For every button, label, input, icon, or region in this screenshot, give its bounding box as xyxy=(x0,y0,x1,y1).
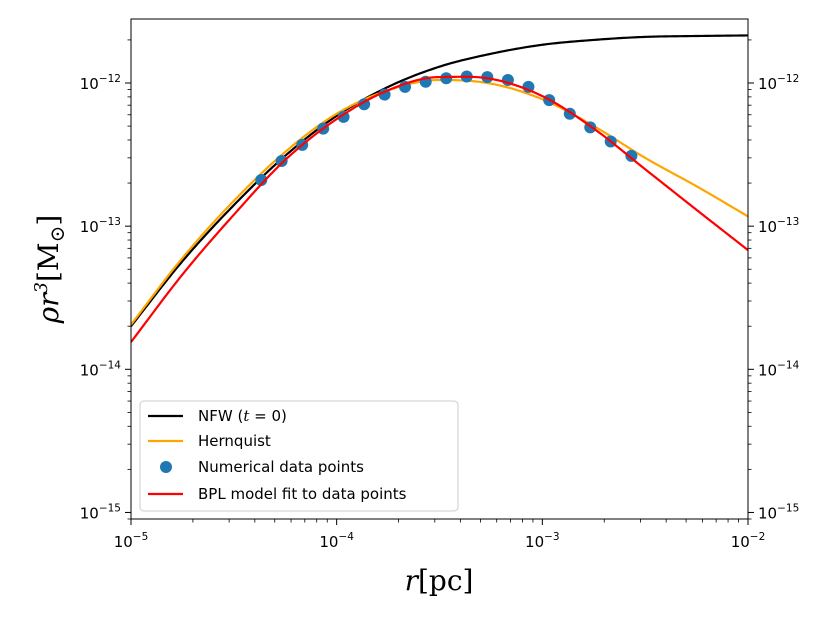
y-axis-label-sub: ⊙ xyxy=(45,226,69,243)
y-tick-label-left-2-base: 10 xyxy=(80,218,99,236)
y-tick-label-left-0: 10−15 xyxy=(80,502,121,522)
legend-label-nfw-part2: t xyxy=(243,407,250,425)
legend-label-hernquist: Hernquist xyxy=(198,432,271,450)
y-axis-label-open-bracket: [ xyxy=(32,271,65,282)
series-layer xyxy=(131,34,748,343)
y-tick-label-left-1: 10−14 xyxy=(80,359,122,379)
y-tick-label-right-2: 10−13 xyxy=(758,216,799,236)
y-tick-label-right-1: 10−14 xyxy=(758,359,800,379)
data-point-11 xyxy=(481,71,494,84)
x-axis-label-open-bracket: [ xyxy=(418,564,429,597)
y-axis-label-var: ρr xyxy=(32,292,65,324)
y-tick-label-left-3-base: 10 xyxy=(80,75,99,93)
y-tick-label-right-1-base: 10 xyxy=(758,361,777,379)
legend-label-nfw-part1: NFW ( xyxy=(198,407,243,425)
y-tick-label-right-2-exp: −13 xyxy=(777,216,799,228)
data-point-1 xyxy=(275,155,288,168)
y-tick-label-left-1-base: 10 xyxy=(80,361,99,379)
y-axis-label-unit: M xyxy=(32,242,65,271)
y-tick-label-left-3: 10−12 xyxy=(80,73,121,93)
y-tick-label-right-2-base: 10 xyxy=(758,218,777,236)
x-tick-label-1: 10−4 xyxy=(319,531,354,551)
y-axis-label-exp: 3 xyxy=(31,282,52,293)
y-tick-label-left-3-exp: −12 xyxy=(99,73,121,85)
x-tick-label-0-base: 10 xyxy=(114,533,133,551)
x-tick-label-3: 10−2 xyxy=(731,531,766,551)
y-tick-label-right-0: 10−15 xyxy=(758,502,799,522)
series-line-bpl-model-fit-to-data-points xyxy=(131,75,748,343)
x-axis-label-close-bracket: ] xyxy=(463,564,474,597)
x-tick-label-3-base: 10 xyxy=(731,533,750,551)
y-tick-label-right-3-exp: −12 xyxy=(777,73,799,85)
y-tick-label-left-0-base: 10 xyxy=(80,504,99,522)
x-tick-label-3-exp: −2 xyxy=(750,531,765,543)
y-tick-label-left-0-exp: −15 xyxy=(99,502,121,514)
x-tick-label-2: 10−3 xyxy=(525,531,560,551)
y-axis-label-close-bracket: ] xyxy=(32,215,65,226)
x-tick-label-1-exp: −4 xyxy=(338,531,354,543)
series-line-nfw-t-0 xyxy=(131,34,748,327)
series-line-hernquist xyxy=(131,78,748,326)
y-axis-label: ρr3[M⊙] xyxy=(31,215,69,325)
x-tick-label-1-base: 10 xyxy=(319,533,338,551)
y-tick-label-right-0-base: 10 xyxy=(758,504,777,522)
x-tick-label-2-base: 10 xyxy=(525,533,544,551)
data-point-18 xyxy=(625,149,638,162)
legend-swatch-data-points xyxy=(160,461,172,473)
y-tick-label-left-2: 10−13 xyxy=(80,216,121,236)
x-tick-label-0-exp: −5 xyxy=(133,531,148,543)
y-tick-label-right-3-base: 10 xyxy=(758,75,777,93)
y-tick-label-left-2-exp: −13 xyxy=(99,216,121,228)
data-point-4 xyxy=(337,110,350,123)
legend-box xyxy=(139,400,459,512)
y-tick-label-right-1-exp: −14 xyxy=(777,359,799,371)
x-tick-label-2-exp: −3 xyxy=(544,531,559,543)
legend-label-data-points: Numerical data points xyxy=(198,458,364,476)
data-point-9 xyxy=(440,72,453,85)
y-tick-label-right-0-exp: −15 xyxy=(777,502,799,514)
x-axis-label-var: r xyxy=(405,564,420,597)
y-tick-label-right-3: 10−12 xyxy=(758,73,799,93)
data-point-0 xyxy=(255,174,268,187)
legend-label-bpl: BPL model fit to data points xyxy=(198,485,407,503)
legend-label-nfw: NFW (t = 0) xyxy=(198,407,287,425)
x-axis-label: r[pc] xyxy=(405,564,474,597)
legend-label-nfw-part3: = 0) xyxy=(249,407,287,425)
x-tick-label-0: 10−5 xyxy=(114,531,149,551)
x-axis-label-unit: pc xyxy=(429,564,463,597)
y-tick-label-left-1-exp: −14 xyxy=(99,359,121,371)
legend: NFW (t = 0) Hernquist Numerical data poi… xyxy=(139,400,459,512)
